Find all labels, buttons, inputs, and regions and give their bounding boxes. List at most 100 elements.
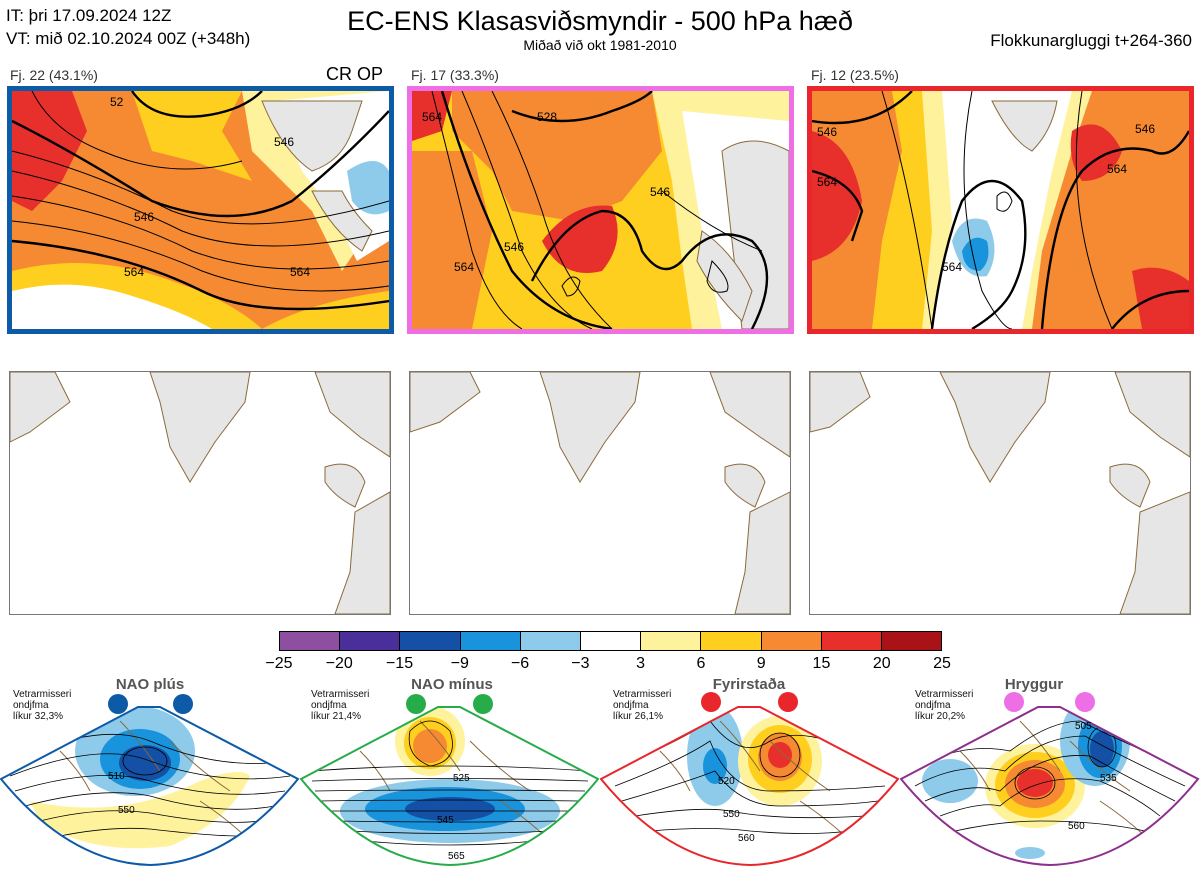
regime-map-ridge: 505 535 560	[900, 681, 1200, 871]
contour-label: 550	[118, 805, 135, 816]
regime-map-nao-minus: 525 545 565	[300, 681, 600, 871]
regime-dot	[406, 694, 426, 714]
colorbar-segment	[280, 632, 341, 650]
empty-map-1	[9, 371, 391, 615]
regime-4-note: Vetrarmisseri ondjfma líkur 20,2%	[915, 689, 973, 722]
colorbar-tick-label: −9	[450, 655, 469, 672]
cluster-3-label: Fj. 12 (23.5%)	[811, 67, 899, 83]
colorbar	[279, 631, 942, 651]
contour-label: 565	[448, 851, 465, 862]
cluster-map-3: 546 564 564 546 564	[807, 86, 1194, 334]
colorbar-tick-label: −15	[385, 655, 414, 672]
colorbar-tick-label: 25	[933, 655, 951, 672]
regime-1-graphic: 510 550	[0, 694, 300, 867]
colorbar-tick-label: −25	[265, 655, 293, 672]
note-line: ondjfma	[915, 700, 951, 711]
colorbar-segment	[821, 632, 882, 650]
regime-dot	[1075, 692, 1095, 712]
cluster-2-label: Fj. 17 (33.3%)	[411, 67, 499, 83]
regime-4-title: Hryggur	[1004, 676, 1064, 693]
regime-2-note: Vetrarmisseri ondjfma líkur 21,4%	[311, 689, 369, 722]
colorbar-tick-label: 3	[636, 655, 646, 672]
cluster-map-1: 546 546 564 564 52	[7, 86, 394, 334]
note-line: Vetrarmisseri	[13, 689, 72, 700]
colorbar-tick-label: −20	[325, 655, 353, 672]
note-line: líkur 21,4%	[311, 711, 362, 722]
contour-label: 546	[274, 135, 294, 149]
header-times: IT: þri 17.09.2024 12Z VT: mið 02.10.202…	[6, 4, 250, 50]
colorbar-segment	[641, 632, 702, 650]
regime-map-blocking: 520 550 560	[600, 681, 900, 871]
colorbar-tick-label: 20	[872, 655, 891, 672]
valid-time: VT: mið 02.10.2024 00Z (+348h)	[6, 29, 251, 48]
colorbar-tick-label: −6	[510, 655, 530, 672]
contour-label: 564	[942, 260, 962, 274]
cluster-map-3-graphic: 546 564 564 546 564	[812, 91, 1189, 329]
regime-4-graphic: 505 535 560	[900, 692, 1200, 867]
colorbar-segment	[701, 632, 762, 650]
initial-time: IT: þri 17.09.2024 12Z	[6, 6, 172, 25]
cluster-1-label: Fj. 22 (43.1%)	[10, 67, 98, 83]
regime-dot	[473, 694, 493, 714]
cluster-map-1-graphic: 546 546 564 564 52	[12, 91, 389, 329]
contour-label: 546	[1135, 122, 1155, 136]
regime-3-note: Vetrarmisseri ondjfma líkur 26,1%	[613, 689, 671, 722]
colorbar-segment	[881, 632, 942, 650]
contour-label: 564	[422, 110, 442, 124]
contour-label: 546	[134, 210, 154, 224]
contour-label: 560	[738, 833, 755, 844]
regime-map-nao-plus: 510 550	[0, 681, 300, 871]
contour-label: 520	[718, 776, 735, 787]
note-line: ondjfma	[13, 700, 49, 711]
regime-dot	[1004, 692, 1024, 712]
contour-label: 528	[537, 110, 557, 124]
regime-dot	[778, 692, 798, 712]
regime-3-title: Fyrirstaða	[712, 676, 786, 693]
empty-map-3-graphic	[810, 372, 1190, 614]
empty-map-2	[409, 371, 791, 615]
colorbar-segment	[580, 632, 642, 650]
contour-label: 546	[817, 125, 837, 139]
cluster-map-2: 546 546 564 528 564	[407, 86, 794, 334]
contour-label: 564	[290, 265, 310, 279]
contour-label: 52	[110, 95, 124, 109]
colorbar-segment	[520, 632, 581, 650]
note-line: líkur 26,1%	[613, 711, 664, 722]
note-line: Vetrarmisseri	[311, 689, 370, 700]
colorbar-tick-label: 15	[812, 655, 831, 672]
page-subtitle: Miðað við okt 1981-2010	[523, 37, 677, 53]
empty-map-2-graphic	[410, 372, 790, 614]
colorbar-segment	[400, 632, 461, 650]
contour-label: 550	[723, 809, 740, 820]
contour-label: 564	[817, 175, 837, 189]
contour-label: 535	[1100, 773, 1117, 784]
contour-label: 505	[1075, 721, 1092, 732]
note-line: Vetrarmisseri	[613, 689, 672, 700]
regime-1-note: Vetrarmisseri ondjfma líkur 32,3%	[13, 689, 71, 722]
regime-1-title: NAO plús	[115, 676, 185, 693]
note-line: líkur 32,3%	[13, 711, 64, 722]
contour-label: 510	[108, 771, 125, 782]
cluster-map-2-graphic: 546 546 564 528 564	[412, 91, 789, 329]
regime-dot	[701, 692, 721, 712]
note-line: ondjfma	[311, 700, 347, 711]
contour-label: 564	[124, 265, 144, 279]
cluster-1-tag: CR OP	[326, 64, 384, 84]
regime-dot	[173, 694, 193, 714]
regime-2-title: NAO mínus	[411, 676, 493, 693]
colorbar-segment	[340, 632, 401, 650]
empty-map-1-graphic	[10, 372, 390, 614]
classification-window: Flokkunargluggi t+264-360	[990, 31, 1192, 50]
note-line: Vetrarmisseri	[915, 689, 974, 700]
contour-label: 564	[1107, 162, 1127, 176]
colorbar-tick-label: −3	[571, 655, 590, 672]
contour-label: 525	[453, 773, 470, 784]
regime-dot	[108, 694, 128, 714]
page-title: EC-ENS Klasasviðsmyndir - 500 hPa hæð	[347, 6, 853, 36]
regime-3-graphic: 520 550 560	[600, 692, 900, 867]
note-line: líkur 20,2%	[915, 711, 966, 722]
colorbar-segment	[761, 632, 822, 650]
contour-label: 560	[1068, 821, 1085, 832]
empty-map-3	[809, 371, 1191, 615]
colorbar-tick-label: 6	[696, 655, 706, 672]
